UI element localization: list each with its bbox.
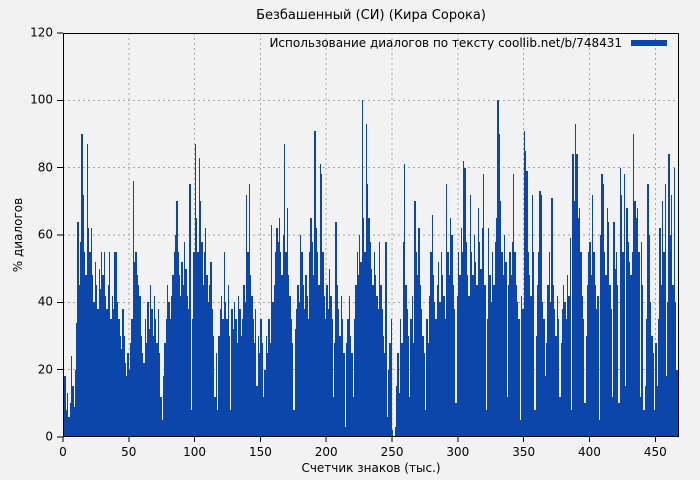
chart-bars [63,100,679,437]
x-axis-label: Счетчик знаков (тыс.) [301,461,441,475]
x-tick-label: 300 [446,445,470,459]
x-tick-label: 450 [643,445,667,459]
y-tick-label: 80 [37,160,53,175]
legend-label: Использование диалогов по тексту coollib… [269,36,622,50]
x-tick-label: 200 [314,445,338,459]
legend: Использование диалогов по тексту coollib… [269,36,667,50]
x-tick-label: 0 [59,445,67,459]
x-tick-label: 150 [248,445,272,459]
y-tick-label: 100 [30,92,53,107]
x-tick-label: 350 [512,445,536,459]
x-tick-label: 400 [578,445,601,459]
y-tick-label: 20 [37,362,53,377]
x-tick-label: 50 [121,445,137,459]
x-tick-label: 100 [183,445,207,459]
legend-swatch [631,40,667,46]
y-tick-label: 60 [37,227,53,242]
chart-title: Безбашенный (СИ) (Кира Сорока) [256,8,486,23]
y-tick-label: 120 [30,25,53,40]
plot-border [63,33,679,437]
y-tick-label: 0 [45,429,53,444]
y-tick-label: 40 [37,294,53,309]
x-tick-label: 250 [380,445,404,459]
